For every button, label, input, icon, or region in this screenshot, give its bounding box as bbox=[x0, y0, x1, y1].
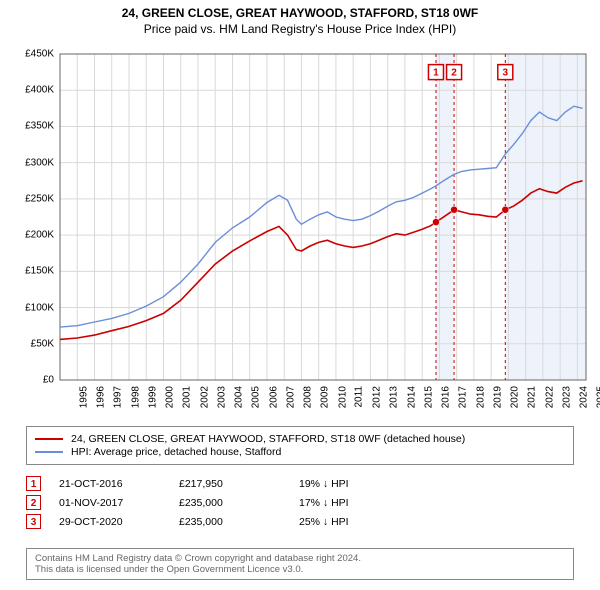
y-tick-label: £200K bbox=[10, 230, 54, 241]
x-tick-label: 2001 bbox=[182, 386, 193, 408]
x-tick-label: 2018 bbox=[475, 386, 486, 408]
legend-box: 24, GREEN CLOSE, GREAT HAYWOOD, STAFFORD… bbox=[26, 426, 574, 465]
svg-text:3: 3 bbox=[503, 68, 509, 79]
sales-row-3: 3 29-OCT-2020 £235,000 25% ↓ HPI bbox=[26, 514, 419, 529]
x-tick-label: 2006 bbox=[268, 386, 279, 408]
legend-row-property: 24, GREEN CLOSE, GREAT HAYWOOD, STAFFORD… bbox=[35, 433, 565, 445]
x-tick-label: 2010 bbox=[337, 386, 348, 408]
svg-text:1: 1 bbox=[433, 68, 439, 79]
sale-date-2: 01-NOV-2017 bbox=[59, 497, 179, 509]
y-tick-label: £100K bbox=[10, 302, 54, 313]
x-tick-label: 1998 bbox=[130, 386, 141, 408]
x-tick-label: 1996 bbox=[95, 386, 106, 408]
sale-price-2: £235,000 bbox=[179, 497, 299, 509]
sale-marker-2: 2 bbox=[26, 495, 41, 510]
x-tick-label: 2003 bbox=[216, 386, 227, 408]
y-tick-label: £0 bbox=[10, 375, 54, 386]
chart-area: 1 2 3 £0 £50K £100K £150K £200K £250K £300K £350K… bbox=[10, 48, 590, 418]
x-tick-label: 2021 bbox=[527, 386, 538, 408]
sale-delta-1: 19% ↓ HPI bbox=[299, 478, 419, 490]
x-tick-label: 2023 bbox=[561, 386, 572, 408]
chart-title: 24, GREEN CLOSE, GREAT HAYWOOD, STAFFORD… bbox=[0, 0, 600, 20]
y-tick-label: £400K bbox=[10, 85, 54, 96]
x-tick-label: 2009 bbox=[320, 386, 331, 408]
x-tick-label: 2012 bbox=[371, 386, 382, 408]
x-tick-label: 2016 bbox=[440, 386, 451, 408]
x-tick-label: 2013 bbox=[389, 386, 400, 408]
x-tick-label: 2019 bbox=[492, 386, 503, 408]
sales-row-2: 2 01-NOV-2017 £235,000 17% ↓ HPI bbox=[26, 495, 419, 510]
sale-marker-1: 1 bbox=[26, 476, 41, 491]
sale-date-3: 29-OCT-2020 bbox=[59, 516, 179, 528]
x-tick-label: 1999 bbox=[147, 386, 158, 408]
y-tick-label: £150K bbox=[10, 266, 54, 277]
x-tick-label: 1997 bbox=[113, 386, 124, 408]
sales-row-1: 1 21-OCT-2016 £217,950 19% ↓ HPI bbox=[26, 476, 419, 491]
sale-delta-2: 17% ↓ HPI bbox=[299, 497, 419, 509]
chart-svg: 1 2 3 bbox=[10, 48, 590, 418]
attribution-line-1: Contains HM Land Registry data © Crown c… bbox=[35, 553, 565, 564]
svg-text:2: 2 bbox=[451, 68, 457, 79]
x-tick-label: 2020 bbox=[509, 386, 520, 408]
legend-label-property: 24, GREEN CLOSE, GREAT HAYWOOD, STAFFORD… bbox=[71, 433, 465, 445]
sale-delta-3: 25% ↓ HPI bbox=[299, 516, 419, 528]
sales-table: 1 21-OCT-2016 £217,950 19% ↓ HPI 2 01-NO… bbox=[26, 472, 419, 533]
x-tick-label: 2007 bbox=[285, 386, 296, 408]
y-tick-label: £350K bbox=[10, 121, 54, 132]
x-tick-label: 2015 bbox=[423, 386, 434, 408]
x-tick-label: 2024 bbox=[578, 386, 589, 408]
sale-price-1: £217,950 bbox=[179, 478, 299, 490]
chart-container: 24, GREEN CLOSE, GREAT HAYWOOD, STAFFORD… bbox=[0, 0, 600, 590]
legend-row-hpi: HPI: Average price, detached house, Staf… bbox=[35, 446, 565, 458]
sale-date-1: 21-OCT-2016 bbox=[59, 478, 179, 490]
y-tick-label: £50K bbox=[10, 338, 54, 349]
x-tick-label: 2005 bbox=[251, 386, 262, 408]
attribution-line-2: This data is licensed under the Open Gov… bbox=[35, 564, 565, 575]
x-tick-label: 2000 bbox=[164, 386, 175, 408]
y-tick-label: £250K bbox=[10, 193, 54, 204]
legend-label-hpi: HPI: Average price, detached house, Staf… bbox=[71, 446, 281, 458]
sale-marker-3: 3 bbox=[26, 514, 41, 529]
x-tick-label: 2025 bbox=[596, 386, 600, 408]
x-tick-label: 2022 bbox=[544, 386, 555, 408]
chart-subtitle: Price paid vs. HM Land Registry's House … bbox=[0, 20, 600, 40]
y-tick-label: £450K bbox=[10, 49, 54, 60]
y-tick-label: £300K bbox=[10, 157, 54, 168]
legend-swatch-property bbox=[35, 438, 63, 440]
x-tick-label: 1995 bbox=[78, 386, 89, 408]
sale-price-3: £235,000 bbox=[179, 516, 299, 528]
x-tick-label: 2017 bbox=[458, 386, 469, 408]
x-tick-label: 2002 bbox=[199, 386, 210, 408]
x-tick-label: 2004 bbox=[233, 386, 244, 408]
attribution-box: Contains HM Land Registry data © Crown c… bbox=[26, 548, 574, 580]
x-tick-label: 2011 bbox=[353, 386, 364, 408]
legend-swatch-hpi bbox=[35, 451, 63, 453]
x-tick-label: 2008 bbox=[302, 386, 313, 408]
x-tick-label: 2014 bbox=[406, 386, 417, 408]
